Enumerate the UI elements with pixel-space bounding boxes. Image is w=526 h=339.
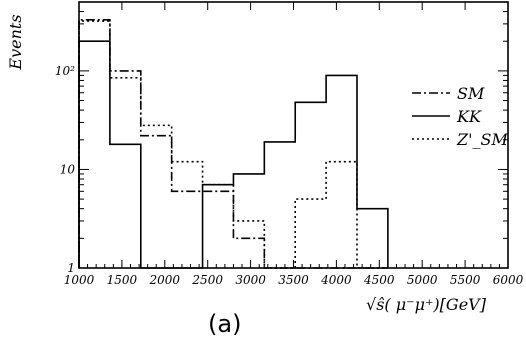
x-tick-label: 1000: [64, 273, 95, 287]
series-solid-histogram: [78, 40, 389, 269]
legend: SM KK Z'_SM: [412, 84, 508, 149]
y-tick-label: 1: [67, 261, 75, 275]
x-tick-label: 3000: [235, 273, 266, 287]
x-tick-label: 2000: [149, 273, 181, 287]
legend-label: KK: [456, 107, 482, 126]
y-tick-label: 10: [60, 162, 76, 176]
x-tick-label: 5500: [450, 273, 481, 287]
y-axis-label: Events: [6, 14, 25, 70]
x-tick-label: 2500: [191, 273, 223, 287]
x-tick-label: 5000: [407, 273, 438, 287]
x-tick-label: 4500: [363, 273, 395, 287]
x-tick-label: 1500: [107, 273, 138, 287]
legend-label: SM: [457, 84, 485, 103]
y-tick-label: 10²: [55, 64, 75, 78]
x-tick-label: 3500: [278, 273, 309, 287]
x-tick-labels: 1000 1500 2000 2500 3000 3500 4000 4500 5000 5500…: [64, 273, 524, 287]
panel-label: (a): [208, 310, 241, 338]
x-axis-label: √ŝ( μ⁻μ⁺)[GeV]: [366, 295, 487, 314]
x-tick-label: 6000: [493, 273, 524, 287]
x-tick-label: 4000: [320, 273, 352, 287]
y-tick-labels: 1 10 10²: [55, 64, 75, 275]
series-group: [78, 18, 389, 269]
legend-label: Z'_SM: [456, 130, 508, 149]
